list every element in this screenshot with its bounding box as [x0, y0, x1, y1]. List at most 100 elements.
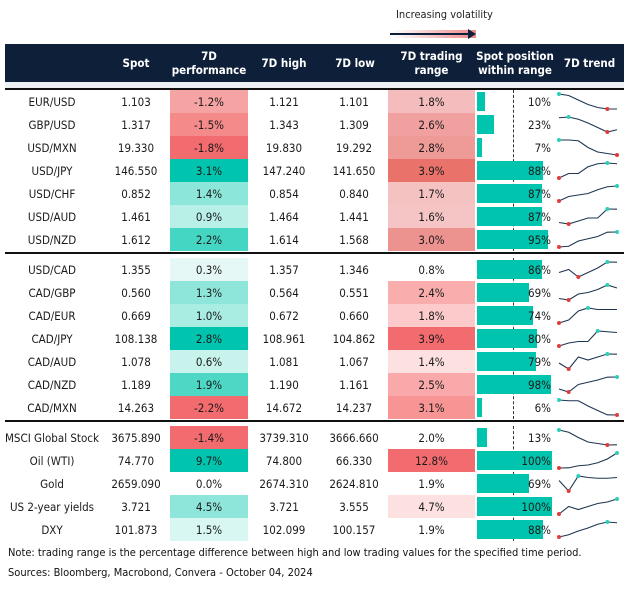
trend-max-dot — [605, 207, 610, 211]
spot-value: 14.263 — [117, 400, 155, 415]
trend-max-dot — [615, 451, 619, 455]
instrument-label: CAD/AUD — [27, 354, 77, 369]
trend-line — [558, 521, 618, 538]
range-cell: 2.8% — [388, 136, 475, 159]
instrument-label: CAD/JPY — [31, 331, 73, 346]
position-bar — [477, 329, 537, 348]
trend-sparkline — [558, 115, 618, 134]
range-cell: 2.5% — [388, 373, 475, 396]
trend-line — [558, 208, 618, 225]
position-percent: 100% — [521, 499, 551, 514]
instrument-label: CAD/MXN — [27, 400, 77, 415]
trend-min-dot — [605, 443, 610, 447]
position-percent: 88% — [528, 163, 551, 178]
position-percent: 69% — [528, 476, 551, 491]
performance-cell: 1.0% — [170, 304, 248, 327]
arrow-head-icon — [468, 29, 476, 39]
range-cell: 2.6% — [388, 113, 475, 136]
header-low: 7D low — [335, 56, 375, 70]
instrument-label: USD/JPY — [31, 163, 73, 178]
position-percent: 7% — [534, 140, 551, 155]
trend-sparkline — [557, 138, 619, 157]
range-cell: 1.8% — [388, 90, 475, 113]
spot-value: 1.461 — [121, 209, 151, 224]
low-value: 1.309 — [339, 117, 369, 132]
performance-cell: 0.0% — [170, 472, 248, 495]
header-instrument — [5, 44, 104, 82]
trend-line — [558, 231, 618, 248]
low-value: 19.292 — [335, 140, 373, 155]
performance-cell: 0.3% — [170, 258, 248, 281]
position-bar — [477, 230, 549, 249]
high-value: 1.614 — [269, 232, 299, 247]
position-percent: 95% — [528, 232, 551, 247]
position-bar — [477, 115, 495, 134]
trend-min-dot — [566, 367, 571, 371]
trend-min-dot — [557, 176, 561, 180]
trend-sparkline — [557, 520, 618, 539]
trend-min-dot — [557, 344, 561, 348]
trend-max-dot — [615, 184, 619, 188]
trend-line — [558, 93, 617, 110]
spot-value: 108.138 — [114, 331, 158, 346]
range-cell: 1.6% — [388, 205, 475, 228]
low-value: 1.441 — [339, 209, 369, 224]
trend-min-dot — [566, 222, 571, 226]
trend-sparkline — [557, 306, 617, 325]
trend-sparkline — [557, 428, 618, 447]
position-bar — [477, 161, 543, 180]
trend-min-dot — [557, 245, 561, 249]
position-percent: 88% — [528, 522, 551, 537]
trend-max-dot — [557, 428, 561, 432]
position-percent: 87% — [528, 209, 551, 224]
spot-value: 0.669 — [121, 308, 151, 323]
spot-value: 74.770 — [117, 453, 155, 468]
low-value: 1.101 — [339, 94, 369, 109]
spot-value: 0.560 — [121, 285, 151, 300]
position-bar — [477, 260, 542, 279]
position-bar — [477, 184, 543, 203]
position-percent: 87% — [528, 186, 551, 201]
performance-cell: 0.9% — [170, 205, 248, 228]
instrument-label: USD/AUD — [27, 209, 77, 224]
low-value: 0.840 — [339, 186, 369, 201]
position-bar — [477, 207, 543, 226]
low-value: 1.067 — [339, 354, 369, 369]
instrument-label: USD/CAD — [28, 262, 76, 277]
trend-max-dot — [557, 138, 561, 142]
trend-max-dot — [615, 375, 619, 379]
trend-min-dot — [566, 489, 571, 493]
instrument-label: EUR/USD — [28, 94, 76, 109]
spot-value: 19.330 — [117, 140, 155, 155]
trend-max-dot — [557, 398, 561, 402]
spot-value: 1.612 — [121, 232, 151, 247]
high-value: 0.564 — [269, 285, 299, 300]
low-value: 141.650 — [332, 163, 376, 178]
instrument-label: DXY — [41, 522, 63, 537]
trend-sparkline — [557, 92, 617, 111]
trend-max-dot — [605, 352, 610, 356]
spot-value: 1.189 — [121, 377, 151, 392]
high-value: 1.190 — [269, 377, 299, 392]
trend-max-dot — [557, 92, 561, 96]
position-bar — [477, 497, 552, 516]
high-value: 2674.310 — [259, 476, 309, 491]
trend-min-dot — [576, 275, 581, 279]
trend-max-dot — [605, 283, 610, 287]
low-value: 66.330 — [335, 453, 373, 468]
trend-sparkline — [558, 474, 618, 493]
spot-value: 3.721 — [121, 499, 151, 514]
spot-value: 1.317 — [121, 117, 151, 132]
instrument-label: CAD/NZD — [27, 377, 77, 392]
header-performance: 7D performance — [171, 49, 247, 77]
range-cell: 1.7% — [388, 182, 475, 205]
trend-min-dot — [557, 321, 561, 325]
range-cell: 3.1% — [388, 396, 475, 419]
trend-min-dot — [615, 153, 619, 157]
trend-max-dot — [605, 161, 610, 165]
high-value: 108.961 — [262, 331, 306, 346]
low-value: 3.555 — [339, 499, 369, 514]
trend-min-dot — [557, 466, 561, 470]
trend-line — [558, 116, 618, 133]
trend-sparkline — [557, 451, 619, 470]
